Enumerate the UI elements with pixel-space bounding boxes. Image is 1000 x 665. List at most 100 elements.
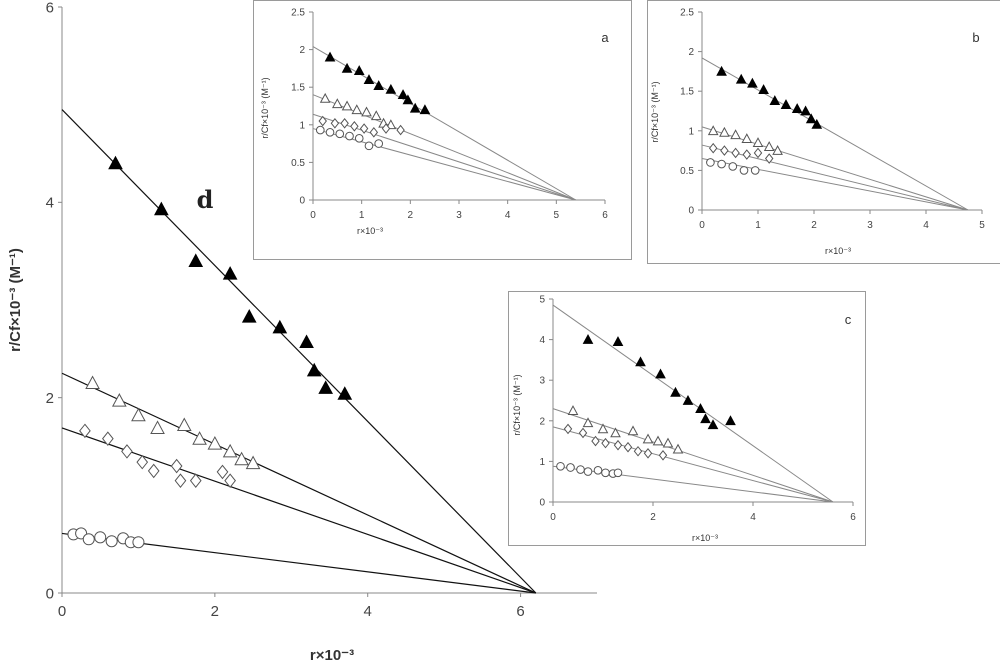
open-diamond-marker [102, 431, 114, 446]
open-circle-marker [315, 125, 325, 135]
x-tick-label: 4 [364, 603, 372, 620]
y-axis-title: r/Cf×10⁻³ (M⁻¹) [512, 374, 522, 435]
series-open-triangle [707, 125, 783, 155]
open-diamond-marker [613, 439, 623, 451]
open-diamond-marker [369, 127, 379, 138]
filled-triangle-marker [241, 309, 257, 323]
filled-triangle-marker [735, 73, 747, 84]
y-tick-label: 1.5 [291, 83, 305, 94]
series-open-diamond [79, 423, 236, 488]
chart-panel-a: 0 0.5 1 1.5 2 2.5 0 1 2 3 4 5 6 r×10⁻³ r/Cf×10⁻³ (M⁻¹)… [253, 0, 632, 260]
series-open-circle [67, 527, 145, 549]
y-tick-label: 4 [46, 195, 54, 212]
x-tick-label: 2 [650, 512, 656, 523]
open-triangle-marker [567, 405, 579, 415]
filled-triangle-marker [655, 368, 666, 379]
open-triangle-marker [234, 451, 249, 466]
series-filled-triangle [324, 51, 431, 115]
open-diamond-marker [340, 117, 349, 129]
open-triangle-marker [610, 427, 621, 438]
open-triangle-marker [582, 417, 594, 428]
series-filled-triangle [716, 65, 823, 129]
open-triangle-marker [707, 125, 719, 136]
open-triangle-marker [772, 145, 783, 155]
filled-triangle-marker [397, 89, 409, 100]
x-tick-label: 6 [516, 603, 524, 620]
chart-panel-b: 0 0.5 1 1.5 2 2.5 0 1 2 3 4 5 r×10⁻³ r/Cf×10⁻³ (M⁻¹) b [647, 0, 1000, 264]
y-axis-title: r/Cf×10⁻³ (M⁻¹) [650, 81, 660, 142]
open-triangle-marker [222, 443, 238, 458]
filled-triangle-marker [811, 118, 823, 129]
filled-triangle-marker [635, 356, 646, 367]
open-triangle-marker [131, 407, 146, 422]
inset-frame [647, 0, 1000, 264]
x-tick-label: 5 [554, 210, 560, 221]
filled-triangle-marker [373, 80, 385, 91]
open-diamond-marker [633, 445, 643, 457]
filled-triangle-marker [695, 403, 706, 413]
open-circle-marker [345, 131, 354, 141]
open-diamond-marker [591, 435, 600, 447]
filled-triangle-marker [805, 113, 817, 124]
panel-label: a [601, 30, 609, 45]
x-tick-label: 0 [58, 603, 66, 620]
panel-label: b [972, 30, 979, 45]
open-diamond-marker [174, 473, 187, 488]
filled-triangle-marker [769, 95, 781, 106]
y-tick-label: 3 [539, 376, 545, 387]
filled-triangle-marker [324, 51, 336, 62]
fit-line-open-diamond [61, 427, 537, 594]
filled-triangle-marker [108, 155, 123, 170]
fit-line-filled-triangle [61, 109, 537, 594]
y-tick-label: 1.5 [680, 87, 694, 98]
filled-triangle-marker [800, 105, 811, 116]
x-tick-label: 1 [359, 210, 365, 221]
x-tick-label: 3 [456, 210, 462, 221]
open-triangle-marker [652, 435, 664, 446]
y-tick-label: 4 [539, 335, 545, 346]
filled-triangle-marker [272, 319, 288, 334]
open-triangle-marker [351, 104, 363, 115]
filled-triangle-marker [758, 84, 769, 94]
open-circle-marker [728, 162, 738, 171]
y-axis-title: r/Cf×10⁻³ (M⁻¹) [7, 248, 24, 352]
open-diamond-marker [224, 473, 236, 488]
open-diamond-marker [136, 454, 149, 470]
fit-line-open-triangle [61, 372, 537, 594]
open-circle-marker [613, 468, 623, 478]
open-triangle-marker [730, 129, 741, 140]
x-tick-label: 0 [550, 512, 556, 523]
filled-triangle-marker [700, 413, 711, 424]
x-axis-title: r×10⁻³ [692, 533, 718, 543]
open-circle-marker [566, 463, 575, 472]
series-filled-triangle [582, 334, 736, 430]
x-tick-label: 4 [505, 210, 511, 221]
series-open-circle [315, 125, 384, 151]
open-triangle-marker [150, 420, 165, 434]
y-tick-label: 0.5 [680, 166, 694, 177]
open-diamond-marker [330, 117, 340, 129]
open-triangle-marker [111, 393, 127, 407]
x-tick-label: 2 [408, 210, 414, 221]
open-diamond-marker [147, 463, 160, 479]
open-triangle-marker [192, 431, 207, 445]
open-triangle-marker [361, 106, 372, 117]
open-diamond-marker [359, 123, 369, 134]
open-circle-marker [364, 141, 374, 151]
open-triangle-marker [719, 126, 730, 137]
filled-triangle-marker [299, 334, 314, 349]
series-open-diamond [563, 423, 668, 461]
filled-triangle-marker [385, 83, 397, 94]
open-circle-marker [335, 129, 345, 139]
series-open-circle [706, 158, 760, 175]
open-diamond-marker [708, 142, 718, 154]
x-tick-label: 6 [602, 210, 608, 221]
filled-triangle-marker [318, 380, 334, 394]
filled-triangle-marker [780, 99, 792, 109]
y-tick-label: 2.5 [291, 8, 305, 19]
series-open-triangle [85, 375, 261, 470]
open-circle-marker [583, 467, 593, 476]
filled-triangle-marker [341, 62, 353, 73]
y-tick-label: 0 [539, 498, 545, 509]
filled-triangle-marker [154, 201, 169, 216]
